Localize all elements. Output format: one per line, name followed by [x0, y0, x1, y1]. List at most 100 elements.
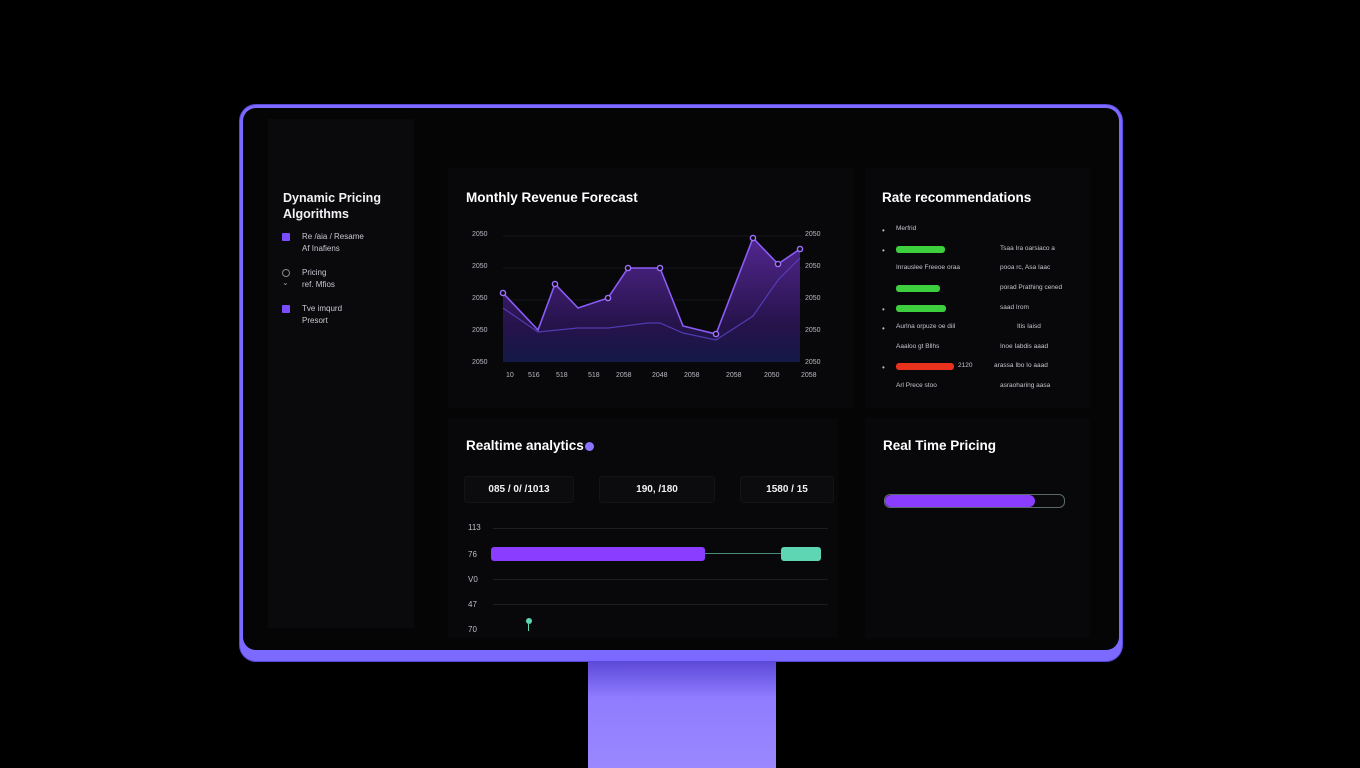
progress-track — [705, 553, 781, 554]
row-label: 47 — [468, 600, 477, 609]
stat-value: 190, /180 — [636, 484, 678, 495]
stat-box[interactable]: 190, /180 — [599, 476, 715, 503]
bullet-icon: • — [882, 363, 885, 372]
forecast-chart — [499, 234, 804, 362]
bullet-icon: • — [882, 246, 885, 255]
sidebar-item-label: Re /aia / Resame Af Inafiens — [302, 232, 364, 253]
rate-row[interactable]: Inrauslee Freeoe oraa pooa rc, Asa Iaac — [882, 263, 1082, 277]
rates-header-row: • Merfrid — [882, 224, 1082, 238]
live-indicator-icon — [584, 441, 594, 451]
row-label: 76 — [468, 550, 477, 559]
pricing-progress[interactable] — [884, 494, 1065, 508]
rates-header: Merfrid — [896, 225, 917, 232]
x-tick: 518 — [556, 372, 568, 379]
row-label: 113 — [468, 523, 481, 532]
rate-value: asraoharing aasa — [1000, 382, 1051, 389]
x-tick: 10 — [506, 372, 514, 379]
dashboard-screen: Dynamic Pricing Algorithms Re /aia / Res… — [243, 108, 1119, 650]
forecast-line — [502, 236, 801, 335]
bullet-icon: • — [882, 305, 885, 314]
x-tick: 2058 — [726, 372, 742, 379]
stat-box[interactable]: 085 / 0/ /1013 — [464, 476, 574, 503]
y-left-tick: 2050 — [472, 231, 488, 238]
forecast-panel: Monthly Revenue Forecast 2050 2050 2050 … — [448, 168, 853, 408]
sidebar-title: Dynamic Pricing Algorithms — [283, 191, 381, 221]
rate-row[interactable]: Arl Prece stoo asraoharing aasa — [882, 381, 1082, 395]
rate-bar-green — [896, 246, 945, 253]
rate-value: Itis Iaisd — [1017, 323, 1041, 330]
square-icon — [282, 233, 290, 241]
sidebar-item-1[interactable]: Re /aia / Resame Af Inafiens — [282, 231, 412, 257]
stat-value: 1580 / 15 — [766, 484, 808, 495]
circle-icon — [282, 269, 290, 277]
rate-value: arassa Ibo Io aaad — [994, 362, 1048, 369]
rate-bar-green — [896, 285, 940, 292]
rate-label: Aaaloo gt Bllhs — [896, 343, 940, 350]
gridline — [493, 579, 828, 580]
x-tick: 518 — [588, 372, 600, 379]
monitor-stand — [588, 660, 776, 768]
rate-row[interactable]: • Aurlna orpuze oe diil Itis Iaisd — [882, 322, 1082, 336]
rate-value: Tsaa Ira oarsiaco a — [1000, 245, 1055, 252]
x-tick: 2050 — [764, 372, 780, 379]
rate-row[interactable]: porad Prathing cened — [882, 283, 1082, 297]
x-tick: 2058 — [684, 372, 700, 379]
rate-bar-red — [896, 363, 954, 370]
gridline — [493, 604, 828, 605]
row-label: 70 — [468, 625, 477, 634]
pricing-title: Real Time Pricing — [883, 438, 997, 453]
rate-label: 2120 — [958, 362, 973, 369]
rate-row[interactable]: Aaaloo gt Bllhs Inoe Iabdis aaad — [882, 342, 1082, 356]
rate-label: Arl Prece stoo — [896, 382, 937, 389]
x-tick: 516 — [528, 372, 540, 379]
forecast-secondary-line — [502, 257, 801, 341]
forecast-title: Monthly Revenue Forecast — [466, 190, 638, 205]
x-tick: 2048 — [652, 372, 668, 379]
sidebar: Dynamic Pricing Algorithms Re /aia / Res… — [268, 119, 414, 628]
rate-row[interactable]: • saad Irom — [882, 303, 1082, 317]
x-tick: 2058 — [801, 372, 817, 379]
sidebar-item-label: Tve imqurd Presort — [302, 304, 343, 325]
rate-value: Inoe Iabdis aaad — [1000, 343, 1049, 350]
y-left-tick: 2050 — [472, 263, 488, 270]
y-right-tick: 2050 — [805, 263, 821, 270]
sidebar-item-3[interactable]: Tve imqurd Presort — [282, 303, 412, 329]
rate-value: saad Irom — [1000, 304, 1029, 311]
square-icon — [282, 305, 290, 313]
marker-pin-icon — [526, 618, 532, 624]
y-right-tick: 2050 — [805, 327, 821, 334]
rate-bar-green — [896, 305, 946, 312]
pricing-panel: Real Time Pricing — [865, 418, 1090, 638]
y-right-tick: 2050 — [805, 359, 821, 366]
analytics-panel: Realtime analytics 085 / 0/ /1013 190, /… — [448, 418, 838, 638]
analytics-title-text: Realtime analytics — [466, 438, 584, 453]
y-right-tick: 2050 — [805, 295, 821, 302]
x-tick: 2058 — [616, 372, 632, 379]
y-left-tick: 2050 — [472, 327, 488, 334]
forecast-area — [503, 238, 800, 362]
rate-label: Aurlna orpuze oe diil — [896, 323, 956, 330]
rates-panel: Rate recommendations • Merfrid • Tsaa Ir… — [865, 168, 1090, 408]
analytics-title: Realtime analytics — [466, 438, 594, 453]
bullet-icon: • — [882, 324, 885, 333]
stat-box[interactable]: 1580 / 15 — [740, 476, 834, 503]
gridline — [493, 528, 828, 529]
sidebar-item-label: Pricing ref. Mfios — [302, 268, 335, 289]
stat-value: 085 / 0/ /1013 — [488, 484, 550, 495]
rate-row[interactable]: • 2120 arassa Ibo Io aaad — [882, 361, 1082, 375]
rate-row[interactable]: • Tsaa Ira oarsiaco a — [882, 244, 1082, 258]
rates-title: Rate recommendations — [882, 190, 1032, 205]
rate-value: porad Prathing cened — [1000, 284, 1063, 291]
progress-fill-purple — [491, 547, 705, 561]
forecast-points — [499, 234, 804, 338]
y-left-tick: 2050 — [472, 295, 488, 302]
sidebar-item-2[interactable]: ⌄ Pricing ref. Mfios — [282, 267, 412, 293]
rate-label: Inrauslee Freeoe oraa — [896, 264, 960, 271]
y-left-tick: 2050 — [472, 359, 488, 366]
chevron-down-icon: ⌄ — [282, 278, 289, 287]
progress-fill-teal — [781, 547, 821, 561]
pricing-progress-fill — [885, 495, 1035, 507]
y-right-tick: 2050 — [805, 231, 821, 238]
bullet-icon: • — [882, 226, 885, 235]
analytics-progress[interactable] — [491, 547, 821, 561]
